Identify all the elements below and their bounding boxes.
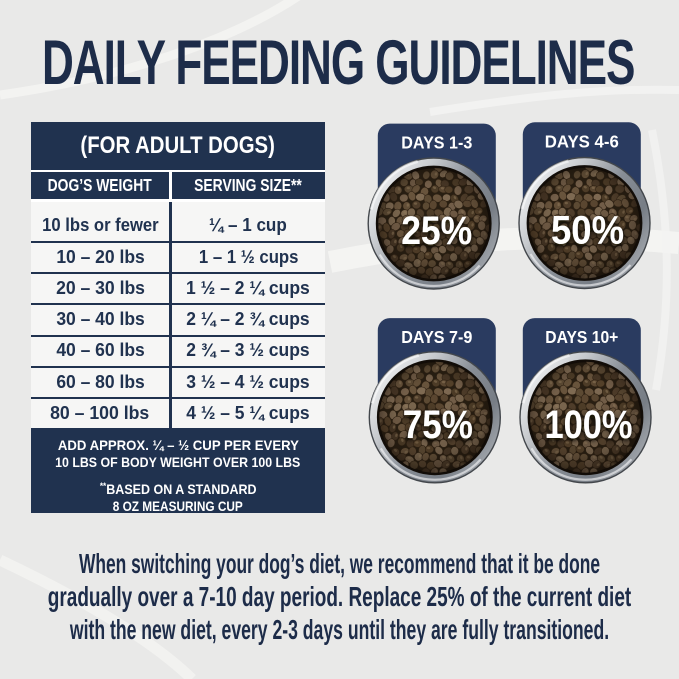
svg-text:75%: 75% bbox=[403, 403, 473, 447]
svg-text:100%: 100% bbox=[545, 403, 633, 447]
svg-text:50%: 50% bbox=[551, 209, 624, 253]
svg-text:DAYS 1-3: DAYS 1-3 bbox=[401, 133, 472, 153]
svg-text:25%: 25% bbox=[401, 209, 472, 253]
svg-text:DAYS 7-9: DAYS 7-9 bbox=[401, 327, 472, 347]
svg-text:DAYS 4-6: DAYS 4-6 bbox=[545, 131, 619, 151]
svg-text:DAYS 10+: DAYS 10+ bbox=[545, 327, 618, 347]
